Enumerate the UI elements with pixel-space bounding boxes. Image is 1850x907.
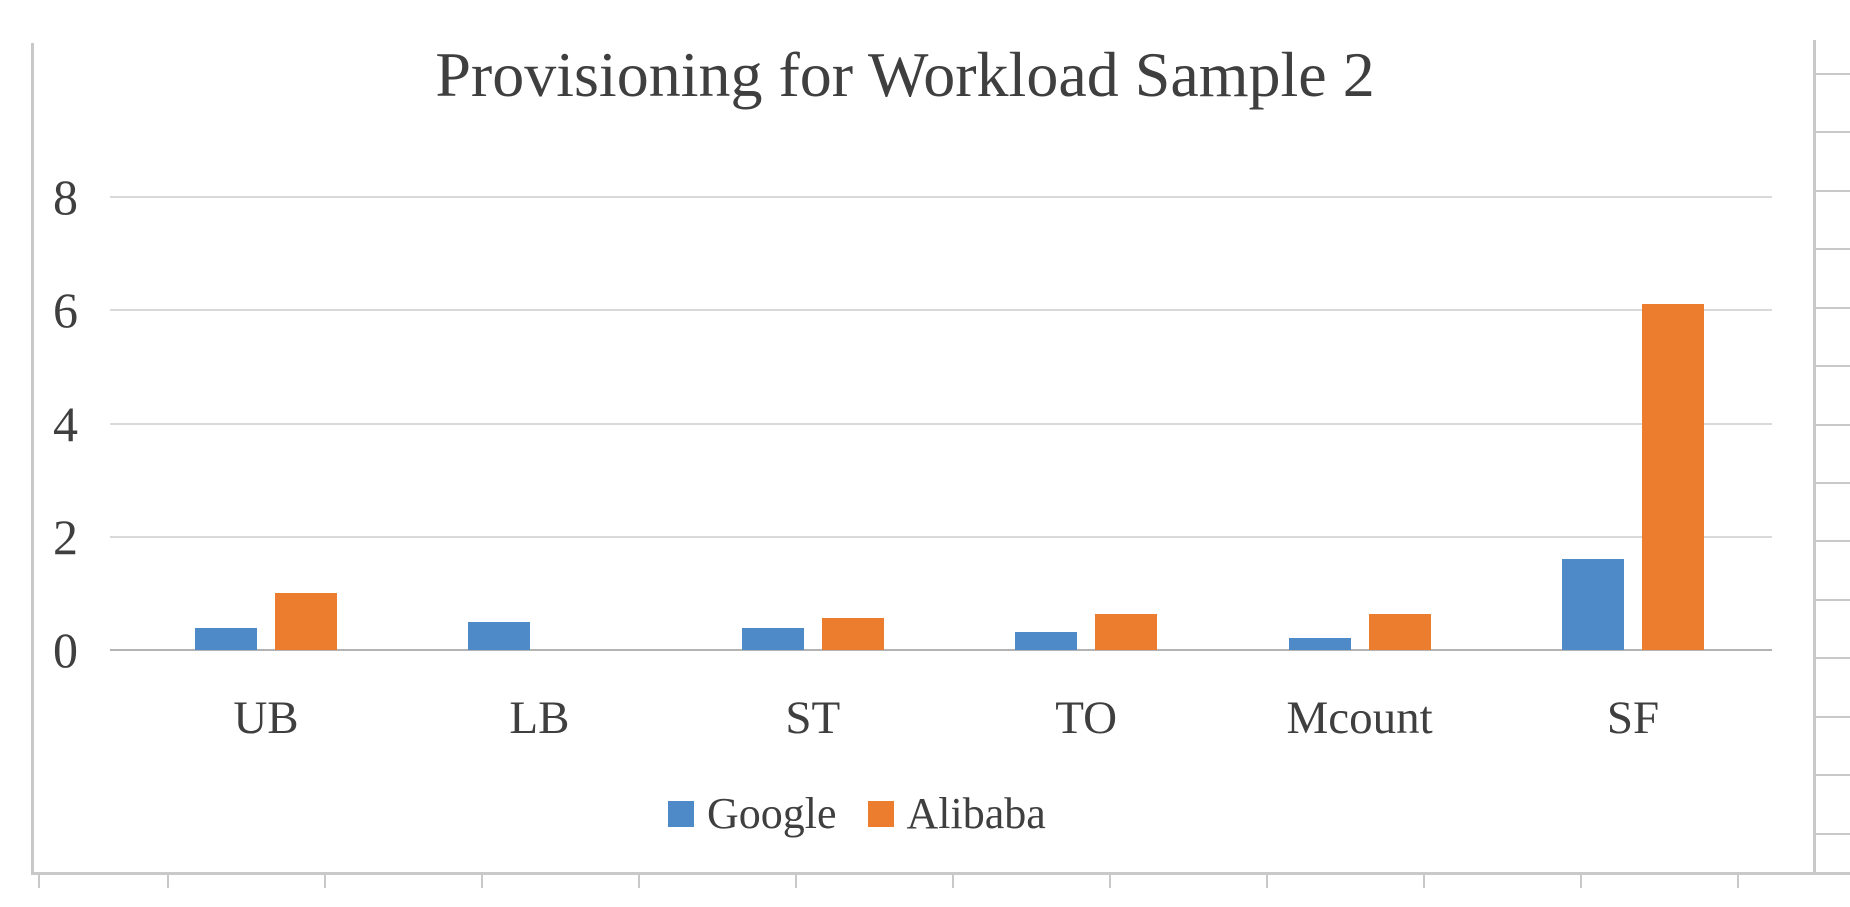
legend-marker-google	[668, 801, 694, 827]
bottom-tick	[1266, 874, 1268, 888]
right-tick	[1816, 424, 1850, 426]
x-category-label-ub: UB	[233, 692, 299, 744]
right-tick	[1816, 774, 1850, 776]
y-tick-label-0: 0	[53, 622, 78, 678]
legend-label-google: Google	[707, 789, 837, 838]
right-tick	[1816, 716, 1850, 718]
bottom-tick	[1423, 874, 1425, 888]
bar-alibaba-sf	[1642, 304, 1704, 650]
bar-google-mcount	[1288, 638, 1351, 650]
legend-item-google: Google	[668, 792, 837, 836]
gridline-2	[110, 535, 1772, 538]
x-category-label-sf: SF	[1606, 692, 1660, 744]
bar-alibaba-ub	[275, 593, 337, 650]
right-tick	[1816, 657, 1850, 659]
bar-alibaba-mcount	[1368, 614, 1431, 650]
bar-alibaba-st	[821, 618, 884, 650]
legend-item-alibaba: Alibaba	[867, 789, 1046, 838]
chart-title: Provisioning for Workload Sample 2	[435, 39, 1375, 110]
bar-google-sf	[1562, 559, 1624, 650]
y-tick-label-2: 2	[53, 508, 78, 565]
bottom-tick	[952, 874, 954, 888]
bar-google-lb	[468, 622, 531, 650]
gridline-0	[110, 649, 1772, 651]
chart-legend: Google Alibaba	[668, 792, 1046, 836]
bottom-tick	[1109, 874, 1111, 888]
gridline-4	[110, 422, 1772, 425]
right-tick	[1816, 599, 1850, 601]
right-tick	[1816, 482, 1850, 484]
x-category-label-mcount: Mcount	[1286, 692, 1433, 744]
x-category-label-lb: LB	[509, 692, 570, 744]
y-tick-label-6: 6	[53, 282, 78, 339]
frame-right-border	[1813, 40, 1816, 874]
gridline-6	[110, 309, 1772, 312]
bottom-tick	[1580, 874, 1582, 888]
right-tick	[1816, 73, 1850, 75]
x-category-label-to: TO	[1055, 692, 1118, 744]
bottom-tick	[638, 874, 640, 888]
right-tick	[1816, 365, 1850, 367]
right-tick	[1816, 131, 1850, 133]
bottom-tick	[324, 874, 326, 888]
bar-google-st	[741, 628, 804, 650]
legend-marker-alibaba	[867, 801, 894, 827]
bar-google-to	[1015, 632, 1078, 650]
bottom-tick	[38, 874, 40, 888]
bottom-tick	[481, 874, 483, 888]
right-tick	[1816, 540, 1850, 542]
gridline-8	[110, 196, 1772, 199]
bottom-tick	[167, 874, 169, 888]
frame-left-border	[31, 43, 34, 874]
legend-label-alibaba: Alibaba	[906, 789, 1046, 838]
bottom-tick	[1737, 874, 1739, 888]
frame-bottom-border	[31, 872, 1850, 875]
y-tick-label-8: 8	[53, 169, 78, 226]
x-category-label-st: ST	[785, 692, 841, 744]
right-tick	[1816, 307, 1850, 309]
bottom-tick	[795, 874, 797, 888]
right-tick	[1816, 833, 1850, 835]
y-tick-label-4: 4	[53, 395, 78, 452]
right-tick	[1816, 190, 1850, 192]
bar-alibaba-to	[1095, 614, 1158, 650]
bar-google-ub	[195, 628, 257, 650]
right-tick	[1816, 248, 1850, 250]
